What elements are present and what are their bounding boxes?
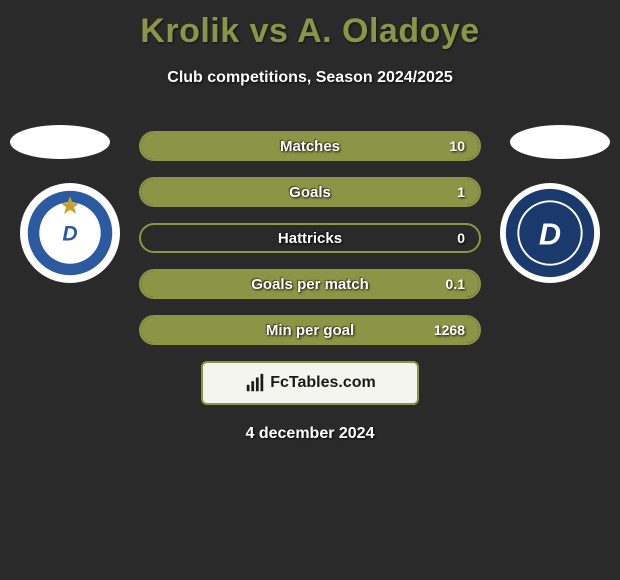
source-badge[interactable]: FcTables.com: [201, 361, 419, 405]
stats-area: D D Matches 10 Goals 1 Hattricks 0 Goals per m…: [0, 131, 620, 345]
source-text: FcTables.com: [270, 374, 376, 392]
stat-value-right: 0.1: [446, 276, 465, 292]
stat-value-right: 10: [449, 138, 465, 154]
stat-label: Goals: [289, 184, 331, 201]
stat-value-right: 1268: [434, 322, 465, 338]
stat-rows: Matches 10 Goals 1 Hattricks 0 Goals per match…: [139, 131, 481, 345]
stat-label: Goals per match: [251, 276, 369, 293]
date-text: 4 december 2024: [0, 425, 620, 443]
stat-row: Matches 10: [139, 131, 481, 161]
stat-row: Goals 1: [139, 177, 481, 207]
stat-label: Hattricks: [278, 230, 342, 247]
svg-text:D: D: [539, 217, 561, 252]
player-photo-right: [510, 125, 610, 159]
stat-label: Matches: [280, 138, 340, 155]
stat-value-right: 0: [457, 230, 465, 246]
dinamo-brest-icon: D: [502, 185, 598, 281]
stat-value-right: 1: [457, 184, 465, 200]
bar-chart-icon: [244, 372, 266, 394]
stat-label: Min per goal: [266, 322, 354, 339]
subtitle: Club competitions, Season 2024/2025: [0, 69, 620, 87]
stat-row: Min per goal 1268: [139, 315, 481, 345]
svg-text:D: D: [62, 223, 77, 246]
club-badge-left: D: [20, 183, 120, 283]
dinamo-minsk-icon: D: [22, 185, 118, 281]
page-title: Krolik vs A. Oladoye: [0, 0, 620, 51]
stat-row: Goals per match 0.1: [139, 269, 481, 299]
stat-row: Hattricks 0: [139, 223, 481, 253]
club-badge-right: D: [500, 183, 600, 283]
player-photo-left: [10, 125, 110, 159]
